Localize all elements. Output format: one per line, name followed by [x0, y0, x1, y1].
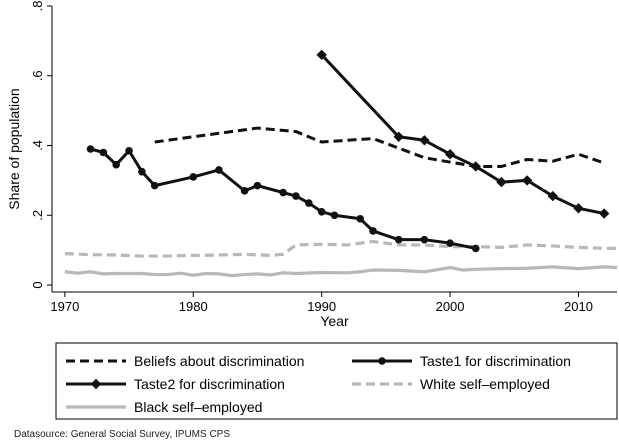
data-point — [125, 146, 133, 155]
series-1 — [86, 145, 480, 253]
data-point — [189, 173, 198, 181]
legend-box — [55, 342, 618, 420]
data-point — [86, 145, 95, 153]
data-point — [150, 181, 159, 190]
legend-label: Black self–employed — [134, 399, 262, 415]
data-point — [496, 176, 507, 188]
series-line — [64, 239, 617, 258]
data-point — [253, 181, 262, 190]
y-axis-title: Share of population — [6, 88, 22, 209]
x-tick-label: 1980 — [179, 299, 208, 314]
data-point — [419, 135, 430, 146]
x-tick-label: 2000 — [436, 299, 465, 314]
data-point — [99, 148, 108, 157]
data-point — [305, 199, 313, 207]
series-2 — [316, 49, 610, 219]
data-point — [356, 214, 364, 223]
data-point — [138, 167, 146, 176]
data-point — [330, 211, 339, 220]
x-tick-label: 1990 — [307, 299, 336, 314]
legend-entry: Taste2 for discrimination — [66, 376, 285, 392]
data-point — [547, 190, 558, 202]
data-point — [420, 235, 429, 244]
data-point — [279, 188, 287, 197]
data-point — [317, 207, 326, 216]
legend-entry: Taste1 for discrimination — [352, 353, 571, 369]
legend-marker — [378, 357, 386, 365]
series-line — [64, 265, 618, 278]
x-tick-label: 1970 — [50, 299, 79, 314]
data-point — [215, 166, 223, 174]
data-point — [369, 227, 377, 235]
series-4 — [64, 265, 618, 278]
legend-label: Taste2 for discrimination — [134, 376, 285, 392]
legend-label: Beliefs about discrimination — [134, 353, 304, 369]
data-point — [598, 208, 610, 219]
data-point — [240, 187, 249, 195]
legend-entry: Beliefs about discrimination — [66, 353, 304, 369]
data-point — [446, 239, 454, 247]
legend: Beliefs about discrimination Taste1 for d… — [55, 342, 618, 420]
data-point — [393, 131, 404, 142]
legend-entry: White self–employed — [352, 376, 550, 392]
data-point — [573, 203, 584, 214]
legend-label: White self–employed — [420, 376, 550, 392]
x-axis-title: Year — [320, 313, 349, 329]
series-line — [154, 126, 605, 168]
data-point — [394, 235, 403, 244]
y-tick-label: .4 — [30, 140, 45, 151]
source-note: Datasource: General Social Survey, IPUMS… — [14, 429, 231, 440]
data-point — [470, 161, 481, 172]
data-point — [521, 175, 533, 186]
series-0 — [154, 126, 605, 168]
series-line — [90, 147, 477, 250]
data-point — [112, 160, 121, 169]
legend-entry: Black self–employed — [66, 399, 262, 415]
series-line — [320, 53, 605, 215]
data-point — [444, 149, 456, 160]
legend-marker — [90, 378, 102, 390]
axes: 1970 1980 1990 2000 2010 0 .2 .4 .6 .8 Year Share o… — [6, 1, 617, 329]
y-tick-label: 0 — [30, 281, 45, 288]
y-tick-label: .6 — [30, 70, 45, 81]
y-tick-label: .8 — [30, 1, 45, 12]
data-point — [292, 192, 300, 200]
x-tick-label: 2010 — [564, 299, 593, 314]
series-3 — [64, 239, 617, 258]
data-point — [471, 244, 480, 253]
y-tick-label: .2 — [30, 210, 45, 221]
legend-label: Taste1 for discrimination — [420, 353, 571, 369]
series-layer — [64, 49, 618, 278]
data-point — [316, 49, 327, 61]
